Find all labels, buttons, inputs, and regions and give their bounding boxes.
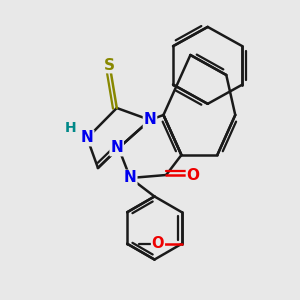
Text: N: N — [124, 170, 136, 185]
Text: N: N — [144, 112, 156, 128]
Text: N: N — [81, 130, 94, 146]
Text: S: S — [104, 58, 115, 73]
Text: N: N — [110, 140, 123, 155]
Text: H: H — [65, 122, 77, 135]
Text: O: O — [187, 167, 200, 182]
Text: O: O — [152, 236, 164, 251]
